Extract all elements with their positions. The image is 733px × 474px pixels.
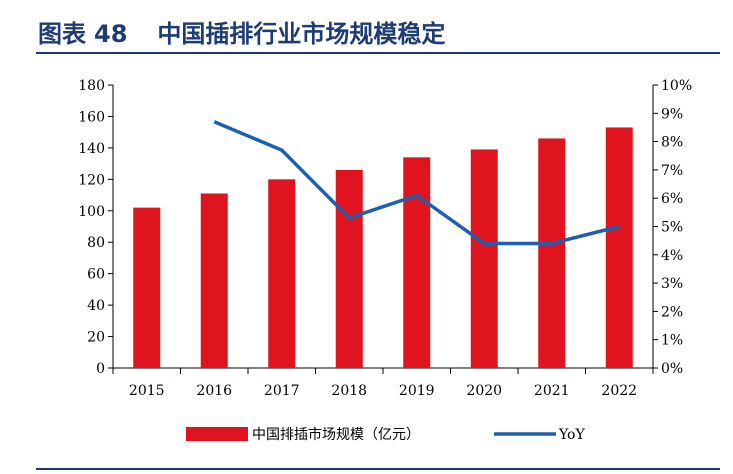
x-axis-tick-label: 2021 bbox=[534, 383, 570, 399]
x-axis-tick-label: 2015 bbox=[129, 383, 165, 399]
right-axis-tick-label: 10% bbox=[661, 78, 692, 94]
x-axis-tick-label: 2020 bbox=[466, 383, 502, 399]
yoy-line bbox=[213, 120, 620, 246]
right-axis-tick-label: 0% bbox=[661, 361, 683, 377]
figure-title-text: 中国插排行业市场规模稳定 bbox=[157, 20, 446, 48]
right-axis-tick-label: 4% bbox=[661, 248, 683, 264]
left-axis-tick-label: 180 bbox=[78, 78, 105, 94]
bar-2022 bbox=[605, 127, 633, 368]
left-axis-tick-label: 40 bbox=[87, 298, 105, 314]
right-axis-tick-label: 6% bbox=[661, 191, 683, 207]
right-axis-tick-label: 7% bbox=[661, 163, 683, 179]
right-axis-tick-label: 8% bbox=[661, 135, 683, 151]
figure-label: 图表 bbox=[38, 20, 86, 48]
bar-2017 bbox=[268, 179, 296, 368]
right-axis-tick-label: 9% bbox=[661, 106, 683, 122]
right-axis-tick-label: 5% bbox=[661, 220, 683, 236]
left-axis-tick-label: 60 bbox=[87, 267, 105, 283]
x-axis-tick-label: 2022 bbox=[601, 383, 637, 399]
left-axis-tick-label: 160 bbox=[78, 109, 105, 125]
legend-bar-swatch bbox=[186, 427, 248, 441]
figure-number: 48 bbox=[94, 20, 128, 48]
left-axis-tick-label: 100 bbox=[78, 204, 105, 220]
bar-2019 bbox=[403, 157, 431, 368]
bottom-rule bbox=[36, 468, 720, 470]
legend-bar-label: 中国排插市场规模（亿元） bbox=[252, 426, 420, 443]
left-axis-tick-label: 20 bbox=[87, 330, 105, 346]
bar-2020 bbox=[470, 149, 498, 368]
figure-title: 图表 48 中国插排行业市场规模稳定 bbox=[38, 14, 445, 49]
right-axis-tick-label: 2% bbox=[661, 304, 683, 320]
legend-line-label: YoY bbox=[558, 427, 585, 443]
right-axis-tick-label: 1% bbox=[661, 333, 683, 349]
bar-2016 bbox=[200, 193, 228, 368]
x-axis-tick-label: 2019 bbox=[399, 383, 435, 399]
x-axis-tick-label: 2017 bbox=[264, 383, 300, 399]
left-axis-tick-label: 120 bbox=[78, 172, 105, 188]
left-axis-tick-label: 140 bbox=[78, 141, 105, 157]
bar-2021 bbox=[538, 138, 566, 368]
left-axis-tick-label: 80 bbox=[87, 235, 105, 251]
left-axis-tick-label: 0 bbox=[96, 361, 105, 377]
bar-2018 bbox=[335, 169, 363, 368]
bar-2015 bbox=[133, 207, 161, 368]
right-axis-tick-label: 3% bbox=[661, 276, 683, 292]
x-axis-tick-label: 2016 bbox=[196, 383, 232, 399]
x-axis-tick-label: 2018 bbox=[331, 383, 367, 399]
title-rule bbox=[36, 52, 720, 54]
